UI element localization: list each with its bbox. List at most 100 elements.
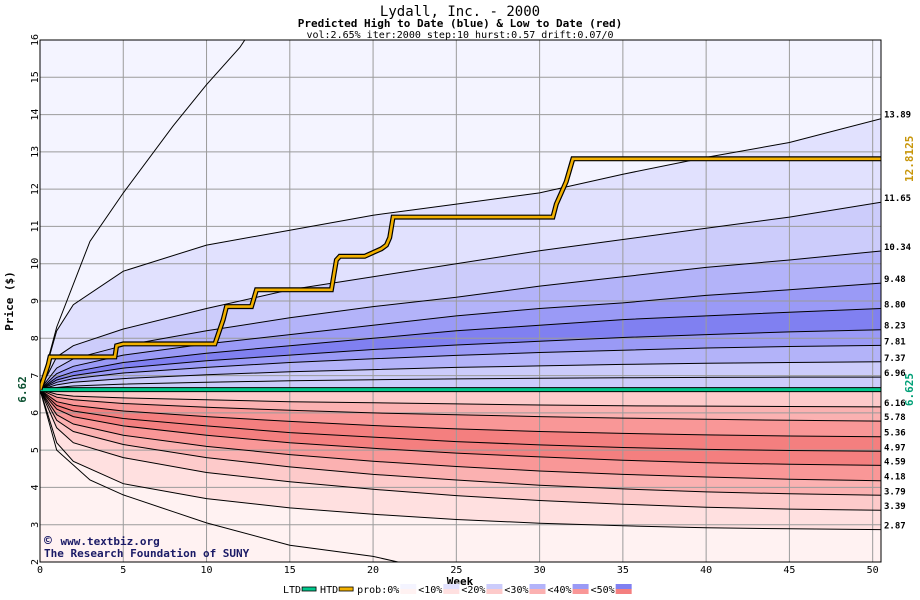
legend-swatch-bottom [615,589,632,594]
low-band-outer [40,389,881,562]
percentile-end-label: 11.65 [884,194,911,204]
credit-org: The Research Foundation of SUNY [44,547,250,560]
percentile-end-label: 3.79 [884,487,906,497]
plot-frame [39,39,882,563]
legend-item: <40% [548,584,589,596]
low-curve-5 [40,389,881,482]
legend-label: <10% [418,585,442,596]
percentile-end-label: 2.87 [884,522,906,532]
high-band-5 [40,308,881,390]
high-curve-6 [40,344,881,391]
high-curve-1 [40,201,881,390]
low-band-3 [40,389,881,452]
probability-bands [40,40,881,562]
low-curve-6 [40,389,881,496]
high-band-0 [40,40,881,390]
high-band-3 [40,251,881,390]
percentile-end-label: 9.48 [884,275,906,285]
percentile-end-label: 10.34 [884,243,912,253]
x-tick-label: 50 [867,565,879,576]
high-band-2 [40,202,881,390]
y-tick-label: 15 [30,71,41,83]
percentile-end-label: 6.16 [884,399,906,409]
chart-params: vol:2.65% iter:2000 step:10 hurst:0.57 d… [306,30,613,41]
legend-item: prob:0% [357,584,417,596]
y-tick-label: 8 [30,335,41,341]
legend: LTD HTD prob:0% <10% <20% <30% <40% <50% [283,584,632,596]
x-tick-label: 20 [367,565,379,576]
chart-subtitle: Predicted High to Date (blue) & Low to D… [298,17,623,30]
low-band-5 [40,389,881,481]
credit-site[interactable]: www.textbiz.org [60,535,159,548]
percentile-end-label: 4.97 [884,443,906,453]
low-curve-8 [40,389,881,531]
percentile-end-label: 8.80 [884,300,906,310]
x-tick-label: 45 [783,565,795,576]
percentile-end-label: 4.59 [884,457,906,467]
legend-swatch-bottom [572,589,589,594]
low-band-7 [40,389,881,511]
legend-swatch-top [400,584,417,589]
percentile-end-label: 6.96 [884,369,906,379]
legend-swatch-top [572,584,589,589]
high-curve-5 [40,329,881,391]
y-tick-label: 14 [30,109,41,121]
high-band-7 [40,345,881,390]
low-curve-7 [40,389,881,511]
percentile-end-label: 7.37 [884,354,906,364]
legend-item: HTD [320,585,354,596]
percentile-end-label: 5.36 [884,429,906,439]
low-band-6 [40,389,881,496]
legend-swatch-bottom [529,589,546,594]
high-band-6 [40,329,881,390]
legend-swatch-top [615,584,632,589]
x-tick-label: 25 [450,565,462,576]
high-band-4 [40,283,881,390]
low-band-0 [40,389,881,407]
y-tick-label: 7 [30,373,41,379]
legend-line-swatch [301,586,317,592]
copyright-icon: © [44,534,52,549]
legend-swatch-bottom [486,589,503,594]
y-axis-label: Price ($) [3,271,16,331]
percentile-curves [40,40,881,562]
high-curve-7 [40,361,881,391]
high-band-1 [40,118,881,390]
x-tick-label: 30 [534,565,546,576]
htd-end-value: 12.8125 [903,136,916,182]
y-tick-label: 9 [30,298,41,304]
low-curve-0 [40,389,881,408]
y-tick-label: 2 [30,559,41,565]
x-tick-label: 0 [37,565,43,576]
legend-label: HTD [320,585,338,596]
plot-area: 0 5 10 15 20 25 30 35 40 45 5023456789101112131415… [16,34,916,576]
legend-label: <50% [591,585,615,596]
chart-title: Lydall, Inc. - 2000 [380,4,540,20]
y-tick-label: 10 [30,258,41,270]
credits: © www.textbiz.org The Research Foundatio… [44,534,250,560]
percentile-end-label: 5.78 [884,413,906,423]
legend-item: <10% [418,584,460,596]
low-curve-1 [40,389,881,422]
y-tick-label: 6 [30,410,41,416]
legend-swatch-top [529,584,546,589]
htd-line [40,157,881,391]
outer-low-boundary [40,389,399,562]
percentile-end-label: 4.18 [884,473,906,483]
y-tick-label: 5 [30,447,41,453]
legend-line-swatch [338,586,354,592]
low-band-2 [40,389,881,437]
x-tick-label: 35 [617,565,629,576]
low-band-8 [40,389,881,530]
legend-label: <40% [548,585,572,596]
percentile-end-label: 3.39 [884,502,906,512]
legend-label: LTD [283,585,301,596]
high-curve-3 [40,282,881,390]
outer-high-boundary [40,40,246,390]
legend-item: LTD [283,585,317,596]
high-curve-4 [40,308,881,391]
percentile-end-label: 7.81 [884,337,906,347]
y-tick-label: 13 [30,146,41,158]
legend-item: <50% [591,584,632,596]
